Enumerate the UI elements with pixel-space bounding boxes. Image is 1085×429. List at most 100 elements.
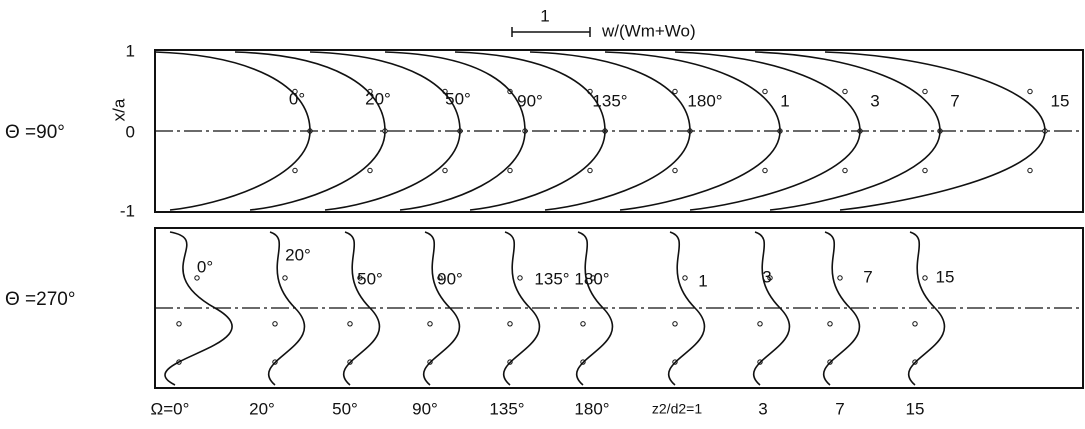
curve-label: 20° (285, 245, 311, 264)
profile-curve (754, 51, 941, 211)
curve-label: 7 (950, 91, 959, 110)
profile-curve (164, 231, 233, 386)
curve-label: 7 (863, 267, 872, 286)
profile-curve (342, 231, 381, 386)
curve-label: 0° (289, 89, 305, 108)
profile-point (937, 128, 943, 134)
profile-curve (752, 231, 791, 386)
curve-label: 135° (534, 269, 569, 288)
profile-point (522, 128, 528, 134)
profile-point (1027, 88, 1033, 95)
profile-curve (154, 51, 311, 211)
y-axis-title: x/a (109, 98, 128, 121)
y-tick-label: -1 (120, 201, 135, 220)
x-label: Ω=0° (151, 399, 190, 418)
profile-point (282, 275, 288, 281)
profile-point (672, 88, 678, 95)
profile-point (672, 321, 678, 327)
profile-curve (674, 51, 861, 211)
curve-label: 3 (762, 267, 771, 286)
profile-point (922, 275, 928, 281)
profile-point (427, 359, 433, 365)
profile-point (507, 88, 513, 95)
profile-point (442, 88, 448, 95)
profile-point (507, 359, 513, 365)
curve-label: 180° (687, 91, 722, 110)
x-label: 3 (758, 399, 767, 418)
profile-point (762, 167, 768, 174)
x-label: 15 (906, 399, 925, 418)
profile-point (357, 275, 363, 281)
profile-point (367, 167, 373, 174)
x-label: 180° (574, 399, 609, 418)
profile-curve (667, 231, 706, 386)
profile-point (827, 359, 833, 365)
profile-point (590, 275, 596, 281)
profile-curve (384, 51, 526, 211)
profile-point (307, 128, 313, 134)
x-label: z2/d2=1 (652, 401, 702, 417)
profile-point (682, 275, 688, 281)
profile-point (292, 167, 298, 174)
scale-bar-value: 1 (540, 6, 549, 25)
y-tick-label: 1 (126, 41, 135, 60)
curve-label: 1 (780, 91, 789, 110)
panel-label: Θ =90° (5, 122, 65, 143)
panel-label: Θ =270° (5, 289, 75, 310)
curve-label: 90° (437, 269, 463, 288)
curve-label: 90° (517, 91, 543, 110)
profile-curve (529, 51, 691, 211)
curve-label: 20° (365, 89, 391, 108)
profile-point (457, 128, 463, 134)
x-label: 50° (332, 399, 358, 418)
profile-curve (267, 231, 306, 386)
profile-point (842, 167, 848, 174)
profile-point (687, 128, 693, 134)
profile-point (517, 275, 523, 281)
curve-label: 50° (445, 89, 471, 108)
profile-curve (502, 231, 541, 386)
profile-point (507, 167, 513, 174)
profile-curve (234, 51, 386, 211)
profile-curve (454, 51, 606, 211)
profile-point (272, 321, 278, 327)
curve-label: 15 (936, 267, 955, 286)
profile-point (837, 275, 843, 281)
curve-label: 180° (574, 269, 609, 288)
curve-label: 1 (698, 271, 707, 290)
profile-point (580, 359, 586, 365)
profile-point (587, 88, 593, 95)
scale-bar-label: w/(Wm+Wo) (601, 21, 696, 40)
x-label: 135° (489, 399, 524, 418)
profile-point (777, 128, 783, 134)
profile-point (1027, 167, 1033, 174)
profile-point (367, 88, 373, 95)
profile-point (176, 359, 182, 365)
y-tick-label: 0 (126, 122, 135, 141)
curve-label: 50° (357, 269, 383, 288)
profile-point (672, 167, 678, 174)
profile-point (442, 167, 448, 174)
curve-label: 15 (1051, 91, 1070, 110)
profile-point (272, 359, 278, 365)
profile-curve (822, 231, 861, 386)
curve-label: 3 (870, 91, 879, 110)
profile-point (827, 321, 833, 327)
profile-point (602, 128, 608, 134)
profile-point (762, 88, 768, 95)
profile-point (580, 321, 586, 327)
profile-point (176, 321, 182, 327)
profile-curve (824, 51, 1046, 211)
profile-point (842, 88, 848, 95)
profile-point (194, 275, 200, 281)
profile-point (672, 359, 678, 365)
profile-point (912, 321, 918, 327)
profile-curve (422, 231, 461, 386)
profile-point (922, 167, 928, 174)
profile-curve (907, 231, 946, 386)
x-label: 7 (835, 399, 844, 418)
profile-point (1042, 128, 1048, 134)
profile-point (912, 359, 918, 365)
curve-label: 0° (197, 257, 213, 276)
